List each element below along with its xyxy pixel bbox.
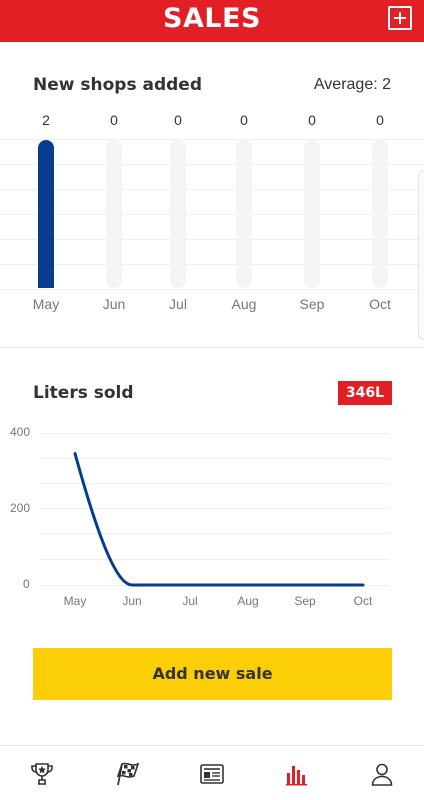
bar-grid-line	[0, 189, 424, 190]
x-tick-label: Jul	[182, 594, 198, 608]
y-tick-label: 200	[10, 501, 31, 515]
shops-average: Average: 2	[313, 76, 391, 93]
bar-value-label: 0	[240, 112, 248, 128]
plus-square-icon[interactable]	[388, 6, 412, 30]
x-tick-label: Aug	[237, 594, 259, 608]
line-grid-line	[40, 508, 390, 509]
y-tick-label: 0	[23, 577, 30, 591]
bar-value-label: 0	[174, 112, 182, 128]
tab-news[interactable]	[170, 746, 254, 800]
x-tick-label: May	[63, 594, 87, 608]
tab-profile[interactable]	[340, 746, 424, 800]
bottom-tab-bar	[0, 745, 424, 800]
bar-value-label: 0	[308, 112, 316, 128]
tab-challenges[interactable]	[85, 746, 169, 800]
bar-grid-line	[0, 214, 424, 215]
line-grid-line	[40, 533, 390, 534]
line-grid-line	[40, 585, 390, 586]
bar-grid-line	[0, 289, 424, 290]
shops-section-title: New shops added	[33, 75, 202, 95]
bar-track	[170, 140, 186, 288]
bar-value-label: 0	[110, 112, 118, 128]
trophy-icon	[31, 762, 53, 785]
bar-month-label: Sep	[299, 296, 325, 312]
x-tick-label: Oct	[353, 594, 373, 608]
bar-grid-line	[0, 164, 424, 165]
liters-series-line	[73, 452, 365, 587]
liters-total-badge: 346L	[337, 381, 392, 405]
liters-section-title: Liters sold	[33, 383, 134, 403]
y-tick-label: 400	[10, 425, 31, 439]
tab-sales[interactable]	[255, 746, 339, 800]
tab-achievements[interactable]	[0, 746, 84, 800]
line-grid-line	[40, 458, 390, 459]
bar-month-label: Jun	[102, 296, 126, 312]
bar-track	[236, 140, 252, 288]
news-icon	[200, 763, 224, 784]
bar-grid-line	[0, 139, 424, 140]
bar-value-label: 0	[376, 112, 384, 128]
bar-grid-line	[0, 264, 424, 265]
x-tick-label: Jun	[122, 594, 142, 608]
x-tick-label: Sep	[294, 594, 316, 608]
checkered-flag-icon	[116, 762, 140, 785]
bar-value-label: 2	[42, 112, 50, 128]
page-title: SALES	[163, 3, 261, 34]
line-grid-line	[40, 433, 390, 434]
bar-grid-line	[0, 239, 424, 240]
profile-icon	[371, 763, 393, 786]
line-grid-line	[40, 559, 390, 560]
add-new-sale-button[interactable]: Add new sale	[33, 648, 392, 700]
app-header: SALES	[0, 0, 424, 42]
bar-track	[372, 140, 388, 288]
bar-month-label: Jul	[169, 296, 187, 312]
bar-month-label: Oct	[369, 296, 391, 312]
scroll-handle[interactable]	[418, 170, 424, 340]
line-grid-line	[40, 483, 390, 484]
bar-month-label: Aug	[231, 296, 257, 312]
bar-track	[106, 140, 122, 288]
bar-month-label: May	[32, 296, 60, 312]
section-divider	[0, 347, 424, 348]
bar-track	[304, 140, 320, 288]
bar-may	[38, 140, 54, 288]
bar-chart-icon	[286, 765, 307, 785]
